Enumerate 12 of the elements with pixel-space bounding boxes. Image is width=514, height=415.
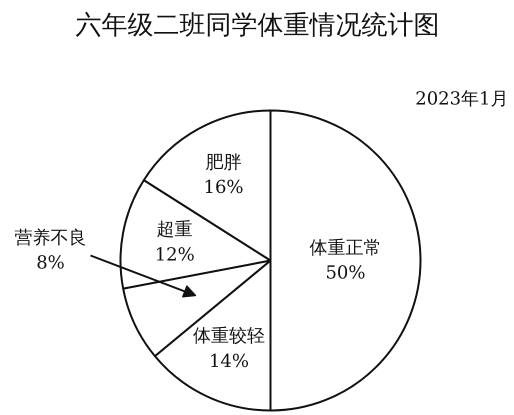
data-label: 12% bbox=[154, 244, 195, 266]
data-label: 14% bbox=[208, 350, 249, 372]
slice-label: 肥胖 bbox=[206, 152, 242, 173]
data-label: 8% bbox=[36, 252, 65, 274]
slice-label: 体重较轻 bbox=[192, 326, 265, 347]
data-label: 50% bbox=[325, 262, 366, 284]
slice-label: 营养不良 bbox=[14, 227, 86, 248]
text: 2023年1月 bbox=[415, 88, 509, 110]
slice-label: 体重正常 bbox=[310, 237, 382, 258]
slice-label: 超重 bbox=[156, 219, 193, 240]
chart-title: 六年级二班同学体重情况统计图 bbox=[76, 10, 440, 40]
data-label: 16% bbox=[204, 177, 244, 198]
